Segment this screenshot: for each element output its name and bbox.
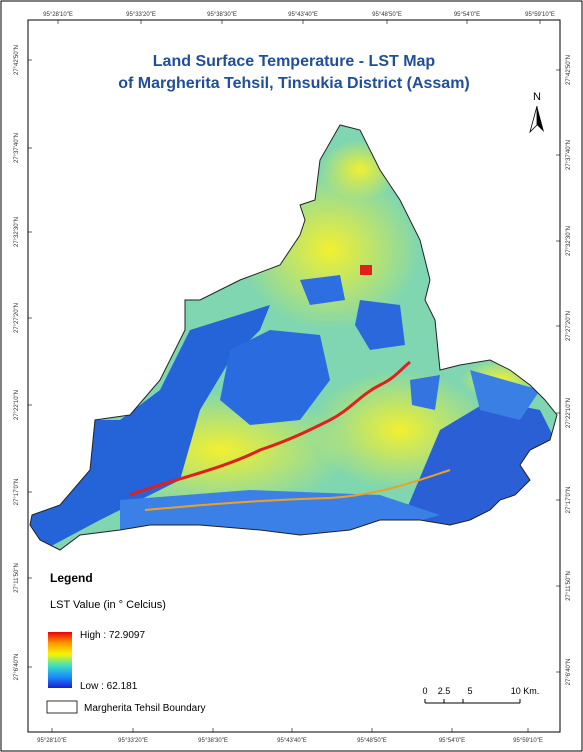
legend-high: High : 72.9097 <box>80 630 145 641</box>
right-coord-label: 27°42'50"N <box>566 55 572 85</box>
bottom-coord-label: 95°54'0"E <box>439 738 465 744</box>
left-coord-label: 27°27'20"N <box>14 303 20 333</box>
top-coord-label: 95°54'0"E <box>454 12 480 18</box>
left-coord-label: 27°32'30"N <box>14 217 20 247</box>
right-coord-label: 27°17'0"N <box>566 487 572 514</box>
north-arrow: N <box>529 91 544 134</box>
scale-label: 2.5 <box>438 686 451 696</box>
legend-boundary: Margherita Tehsil Boundary <box>84 703 206 714</box>
right-coord-label: 27°37'40"N <box>566 140 572 170</box>
bottom-coord-label: 95°33'20"E <box>118 738 148 744</box>
grid-labels: 95°28'10"E 95°33'20"E 95°38'30"E 95°43'40"E… <box>14 12 572 744</box>
right-coord-label: 27°6'40"N <box>566 659 572 686</box>
left-coord-label: 27°37'40"N <box>14 133 20 163</box>
legend-title: Legend <box>50 571 93 585</box>
top-coord-label: 95°59'10"E <box>525 12 555 18</box>
bottom-coord-label: 95°28'10"E <box>37 738 67 744</box>
scale-bar: 0 2.5 5 10 Km. <box>422 686 540 704</box>
legend-low: Low : 62.181 <box>80 681 138 692</box>
north-label: N <box>533 91 541 103</box>
left-coord-label: 27°17'0"N <box>14 479 20 506</box>
legend-subtitle: LST Value (in ° Celcius) <box>50 599 166 611</box>
right-coord-label: 27°32'30"N <box>566 226 572 256</box>
top-coord-label: 95°38'30"E <box>207 12 237 18</box>
left-coord-label: 27°11'50"N <box>14 563 20 593</box>
legend: Legend LST Value (in ° Celcius) High : 7… <box>46 571 206 714</box>
title-line-2: of Margherita Tehsil, Tinsukia District … <box>118 75 470 92</box>
bottom-coord-label: 95°43'40"E <box>277 738 307 744</box>
bottom-coord-label: 95°59'10"E <box>513 738 543 744</box>
right-coord-label: 27°27'20"N <box>566 311 572 341</box>
top-coord-label: 95°28'10"E <box>43 12 73 18</box>
bottom-coord-label: 95°48'50"E <box>357 738 387 744</box>
right-coord-label: 27°22'10"N <box>566 398 572 428</box>
legend-ramp <box>48 632 72 688</box>
bottom-coord-label: 95°38'30"E <box>198 738 228 744</box>
left-coord-label: 27°6'40"N <box>14 654 20 681</box>
top-coord-label: 95°43'40"E <box>288 12 318 18</box>
legend-boundary-swatch <box>46 700 78 714</box>
right-coord-label: 27°11'50"N <box>566 571 572 601</box>
scale-label: 10 Km. <box>511 686 540 696</box>
top-coord-label: 95°33'20"E <box>126 12 156 18</box>
scale-label: 0 <box>422 686 427 696</box>
left-coord-label: 27°42'50"N <box>14 45 20 75</box>
top-coord-label: 95°48'50"E <box>372 12 402 18</box>
scale-label: 5 <box>467 686 472 696</box>
left-coord-label: 27°22'10"N <box>14 390 20 420</box>
title-line-1: Land Surface Temperature - LST Map <box>153 53 436 70</box>
